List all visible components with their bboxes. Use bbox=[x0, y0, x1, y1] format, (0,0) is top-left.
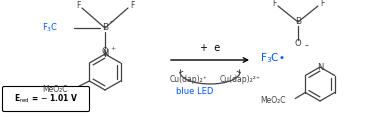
Text: O: O bbox=[295, 40, 301, 48]
Text: B: B bbox=[295, 17, 301, 27]
Text: MeO₂C: MeO₂C bbox=[42, 84, 67, 93]
Text: –: – bbox=[305, 42, 309, 51]
Text: Cu(dap)₂²⁺: Cu(dap)₂²⁺ bbox=[220, 76, 261, 84]
Text: –: – bbox=[110, 17, 114, 27]
Text: blue LED: blue LED bbox=[176, 88, 213, 97]
Text: F: F bbox=[76, 2, 80, 11]
Text: F$_3$C: F$_3$C bbox=[42, 22, 58, 34]
Text: B: B bbox=[102, 23, 108, 32]
Text: F$_3$C•: F$_3$C• bbox=[260, 51, 285, 65]
Text: MeO₂C: MeO₂C bbox=[260, 96, 285, 105]
Text: E$_{\rm red}$ = $-$ 1.01 V: E$_{\rm red}$ = $-$ 1.01 V bbox=[14, 93, 78, 105]
Text: F: F bbox=[320, 0, 324, 8]
Text: F: F bbox=[130, 2, 134, 11]
Text: O: O bbox=[102, 48, 108, 57]
FancyBboxPatch shape bbox=[3, 86, 90, 112]
Text: +  e: + e bbox=[200, 43, 220, 53]
Text: Cu(dap)₂⁺: Cu(dap)₂⁺ bbox=[170, 76, 208, 84]
Text: F: F bbox=[272, 0, 276, 8]
Text: N: N bbox=[102, 49, 108, 59]
Text: +: + bbox=[110, 46, 116, 51]
Text: N: N bbox=[317, 63, 323, 72]
